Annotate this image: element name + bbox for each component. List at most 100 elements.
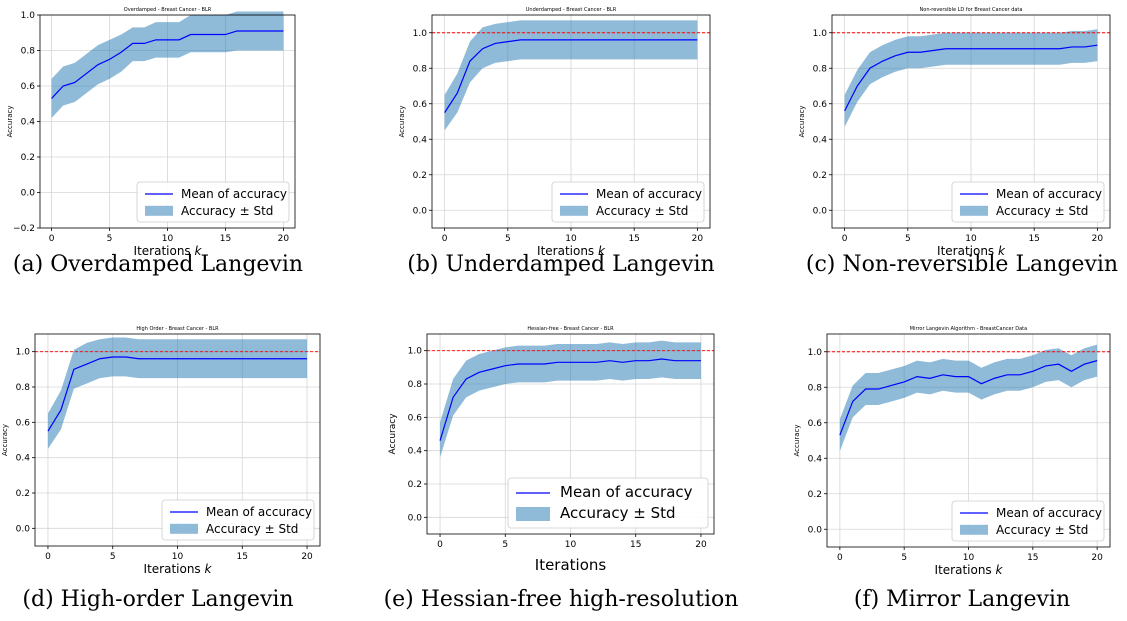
y-tick-label: 0.2 (808, 490, 822, 500)
chart-panel-2: 0 5 10 15 20 0.0 0.2 0.4 0.6 0.8 1.0 Underdamped - … (398, 7, 715, 277)
x-axis-label-var: k (998, 244, 1006, 258)
y-tick-label: 0.2 (408, 480, 422, 490)
legend-band-swatch (145, 205, 173, 216)
subfigure-caption: (c) Non-reversible Langevin (806, 252, 1118, 277)
y-tick-label: 0.0 (813, 206, 828, 216)
legend: Mean of accuracy Accuracy ± Std (161, 499, 315, 541)
x-tick-label: 5 (502, 540, 508, 550)
y-tick-label: 0.4 (408, 447, 423, 457)
legend: Mean of accuracy Accuracy ± Std (951, 500, 1105, 542)
x-tick-label: 5 (110, 552, 116, 562)
x-tick-label: 20 (695, 540, 707, 550)
legend-band-swatch (170, 523, 198, 534)
chart-title: Non-reversible LD for Breast Cancer data (920, 7, 1023, 13)
mean-line (51, 30, 284, 99)
y-tick-label: 0.6 (21, 82, 36, 92)
mean-line (439, 358, 701, 441)
y-tick-label: 0.4 (21, 118, 36, 128)
chart-title: Hessian-free - Breast Cancer - BLR (527, 326, 614, 332)
y-tick-label: 1.0 (808, 348, 823, 358)
x-tick-label: 20 (278, 234, 290, 244)
x-axis-label-text: Iterations (144, 562, 205, 576)
x-tick-label: 10 (172, 552, 184, 562)
y-tick-label: 0.8 (808, 383, 823, 393)
y-tick-label: 0.8 (413, 64, 428, 74)
legend-box (136, 181, 290, 223)
y-tick-label: 1.0 (813, 29, 828, 39)
x-tick-label: 0 (842, 234, 848, 244)
x-tick-label: 0 (45, 552, 51, 562)
y-axis-label: Accuracy (388, 413, 398, 455)
x-axis-label: Iterations (535, 556, 607, 574)
x-tick-label: 5 (107, 234, 113, 244)
legend-box (161, 499, 315, 541)
std-band (844, 29, 1098, 127)
chart-title: Overdamped - Breast Cancer - BLR (124, 7, 212, 13)
x-tick-label: 5 (905, 234, 911, 244)
x-axis-label: Iterations k (937, 244, 1006, 258)
x-tick-label: 0 (49, 234, 55, 244)
x-tick-label: 15 (220, 234, 231, 244)
y-tick-label: 0.0 (413, 206, 428, 216)
y-tick-label: 1.0 (16, 348, 31, 358)
x-tick-label: 0 (837, 553, 843, 563)
x-axis-label: Iterations k (935, 563, 1004, 577)
y-tick-label: 0.4 (808, 454, 823, 464)
x-axis-label-var: k (205, 562, 213, 576)
x-tick-label: 15 (1027, 553, 1038, 563)
y-tick-label: 1.0 (408, 347, 423, 357)
y-tick-label: 0.4 (16, 454, 31, 464)
legend-box (951, 181, 1105, 223)
x-axis-label-var: k (996, 563, 1004, 577)
y-tick-label: 0.4 (813, 135, 828, 145)
x-axis-label: Iterations k (134, 244, 203, 258)
x-tick-label: 15 (630, 540, 641, 550)
x-axis-label-text: Iterations (937, 244, 998, 258)
x-tick-label: 15 (628, 234, 639, 244)
y-tick-label: 0.0 (408, 513, 423, 523)
legend-band-label: Accuracy ± Std (181, 204, 273, 218)
x-axis-label: Iterations k (144, 562, 213, 576)
x-tick-label: 20 (692, 234, 704, 244)
legend: Mean of accuracy Accuracy ± Std (136, 181, 290, 223)
legend-band-label: Accuracy ± Std (996, 523, 1088, 537)
y-tick-label: 0.6 (808, 419, 823, 429)
mean-line (47, 356, 308, 432)
legend-mean-label: Mean of accuracy (181, 187, 287, 201)
y-axis-label: Accuracy (398, 106, 406, 138)
chart-title: High Order - Breast Cancer - BLR (136, 326, 219, 332)
y-tick-label: 0.6 (16, 418, 31, 428)
legend-band-label: Accuracy ± Std (596, 204, 688, 218)
y-tick-label: 0.6 (413, 100, 428, 110)
y-axis-label: Accuracy (793, 425, 801, 457)
mean-line (844, 44, 1098, 112)
y-tick-label: −0.2 (13, 224, 35, 234)
x-axis-label-text: Iterations (134, 244, 195, 258)
legend-mean-label: Mean of accuracy (996, 506, 1102, 520)
y-tick-label: 0.8 (813, 64, 828, 74)
chart-panel-4: 0 5 10 15 20 0.0 0.2 0.4 0.6 0.8 1.0 High Order - B… (1, 326, 321, 612)
legend-band-swatch (960, 205, 988, 216)
legend-mean-label: Mean of accuracy (996, 187, 1102, 201)
y-axis-label: Accuracy (1, 424, 9, 456)
x-tick-label: 15 (237, 552, 248, 562)
chart-title: Mirror Langevin Algorithm - BreastCancer… (910, 326, 1027, 332)
chart-title: Underdamped - Breast Cancer - BLR (526, 7, 617, 13)
y-tick-label: 0.6 (813, 100, 828, 110)
x-axis-label-var: k (598, 244, 606, 258)
y-tick-label: 0.2 (413, 171, 427, 181)
y-tick-label: 0.6 (408, 413, 423, 423)
x-tick-label: 10 (565, 540, 577, 550)
legend-box (507, 477, 709, 529)
subfigure-caption: (f) Mirror Langevin (854, 587, 1070, 612)
y-tick-label: 1.0 (21, 11, 36, 21)
x-tick-label: 15 (1028, 234, 1039, 244)
x-tick-label: 20 (1092, 234, 1104, 244)
y-axis-label: Accuracy (6, 106, 14, 138)
x-tick-label: 10 (162, 234, 174, 244)
x-tick-label: 5 (505, 234, 511, 244)
legend-band-swatch (960, 524, 988, 535)
legend: Mean of accuracy Accuracy ± Std (507, 477, 709, 529)
x-tick-label: 0 (442, 234, 448, 244)
